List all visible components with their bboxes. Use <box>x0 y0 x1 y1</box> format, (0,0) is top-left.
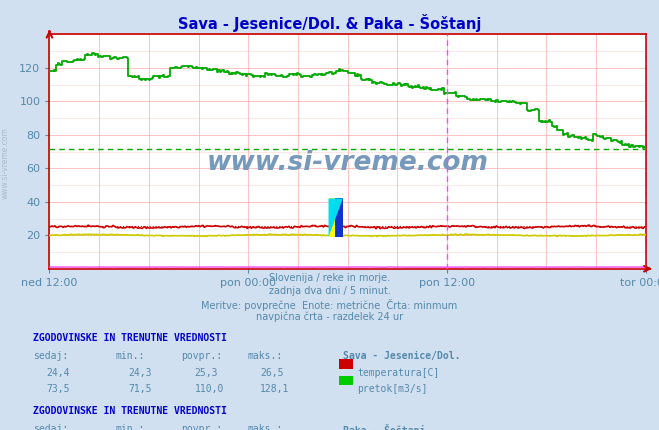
Text: Meritve: povprečne  Enote: metrične  Črta: minmum: Meritve: povprečne Enote: metrične Črta:… <box>202 299 457 311</box>
Text: 24,3: 24,3 <box>129 368 152 378</box>
Text: temperatura[C]: temperatura[C] <box>357 368 440 378</box>
Bar <box>329 199 343 237</box>
Text: min.:: min.: <box>115 424 145 430</box>
Text: 24,4: 24,4 <box>46 368 70 378</box>
Bar <box>335 199 343 237</box>
Text: zadnja dva dni / 5 minut.: zadnja dva dni / 5 minut. <box>269 286 390 296</box>
Text: povpr.:: povpr.: <box>181 351 222 361</box>
Polygon shape <box>329 199 343 237</box>
Text: 25,3: 25,3 <box>194 368 218 378</box>
Text: pretok[m3/s]: pretok[m3/s] <box>357 384 428 394</box>
Text: 110,0: 110,0 <box>194 384 224 394</box>
Text: navpična črta - razdelek 24 ur: navpična črta - razdelek 24 ur <box>256 312 403 322</box>
Text: 71,5: 71,5 <box>129 384 152 394</box>
Text: sedaj:: sedaj: <box>33 351 68 361</box>
Text: maks.:: maks.: <box>247 424 282 430</box>
Text: 26,5: 26,5 <box>260 368 284 378</box>
Text: sedaj:: sedaj: <box>33 424 68 430</box>
Text: maks.:: maks.: <box>247 351 282 361</box>
Text: Sava - Jesenice/Dol. & Paka - Šoštanj: Sava - Jesenice/Dol. & Paka - Šoštanj <box>178 14 481 32</box>
Text: 73,5: 73,5 <box>46 384 70 394</box>
Text: Slovenija / reke in morje.: Slovenija / reke in morje. <box>269 273 390 283</box>
Text: ZGODOVINSKE IN TRENUTNE VREDNOSTI: ZGODOVINSKE IN TRENUTNE VREDNOSTI <box>33 333 227 343</box>
Text: Paka - Šoštanj: Paka - Šoštanj <box>343 424 425 430</box>
Text: Sava - Jesenice/Dol.: Sava - Jesenice/Dol. <box>343 351 460 361</box>
Text: ZGODOVINSKE IN TRENUTNE VREDNOSTI: ZGODOVINSKE IN TRENUTNE VREDNOSTI <box>33 406 227 416</box>
Text: min.:: min.: <box>115 351 145 361</box>
Text: povpr.:: povpr.: <box>181 424 222 430</box>
Text: 128,1: 128,1 <box>260 384 290 394</box>
Text: www.si-vreme.com: www.si-vreme.com <box>207 150 488 176</box>
Text: www.si-vreme.com: www.si-vreme.com <box>1 127 10 200</box>
